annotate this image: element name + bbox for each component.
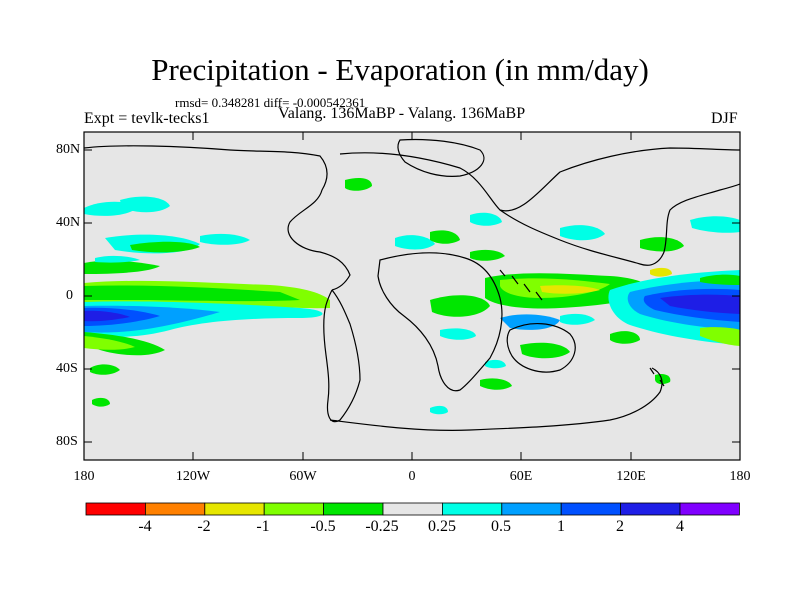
contour-band: [84, 310, 130, 322]
lon-label-180w: 180: [73, 469, 95, 484]
contour-band: [560, 225, 605, 241]
contour-band: [84, 285, 300, 302]
colorbar-label: 0.25: [428, 518, 456, 535]
coastline-north-america: [84, 145, 351, 291]
colorbar-label: -0.5: [310, 518, 336, 535]
contour-band: [650, 267, 672, 277]
colorbar-box: [85, 502, 146, 516]
contour-band: [430, 405, 448, 415]
lat-label-80s: 80S: [56, 434, 78, 449]
contour-band: [470, 249, 505, 261]
colorbar-box: [679, 502, 740, 516]
colorbar-box: [323, 502, 384, 516]
contour-band: [700, 327, 740, 346]
coastline-south-america: [323, 289, 361, 423]
contour-band: [90, 364, 120, 375]
experiment-label: Expt = tevlk-tecks1: [84, 110, 210, 127]
contour-band: [84, 260, 160, 274]
contour-band: [84, 336, 135, 350]
contour-band: [640, 237, 684, 252]
contour-band: [540, 285, 600, 294]
subtitle: Valang. 136MaBP - Valang. 136MaBP: [278, 105, 526, 122]
contour-band: [92, 397, 110, 407]
coastline-greenland: [397, 138, 485, 177]
contour-band: [95, 255, 140, 263]
contour-band: [655, 373, 671, 385]
colorbar-label: 1: [557, 518, 565, 535]
contour-band: [520, 342, 570, 359]
contour-band: [500, 314, 560, 330]
contour-band: [610, 331, 640, 344]
axis-ticks: [84, 132, 740, 460]
colorbar-box: [263, 502, 325, 516]
coastlines: [84, 138, 740, 431]
stats-text: rmsd= 0.348281 diff= -0.000542361: [175, 95, 366, 110]
coastline-south-asia: [499, 183, 740, 266]
colorbar-box: [441, 502, 503, 516]
contour-band: [485, 359, 506, 369]
contour-band: [120, 196, 170, 213]
colorbar-label: -0.25: [365, 518, 399, 535]
plot-title: Precipitation - Evaporation (in mm/day): [151, 52, 649, 87]
contour-band: [430, 230, 460, 244]
contour-band: [560, 313, 595, 325]
colorbar-label: -1: [256, 518, 270, 535]
lon-label-120w: 120W: [175, 469, 211, 484]
lon-label-0: 0: [408, 469, 416, 484]
colorbar-box: [144, 502, 206, 516]
colorbar-label: -2: [197, 518, 211, 535]
contour-band: [345, 178, 372, 191]
contour-band: [395, 235, 435, 250]
lat-label-0: 0: [66, 288, 73, 303]
contour-band: [430, 295, 490, 317]
colorbar-label: 0.5: [491, 518, 511, 535]
coastline-africa: [377, 252, 503, 392]
contour-band: [470, 212, 502, 226]
coastline-eurasia: [339, 147, 740, 212]
lon-label-60w: 60W: [289, 469, 317, 484]
colorbar: [85, 502, 740, 516]
colorbar-label: 2: [616, 518, 624, 535]
lon-label-60e: 60E: [509, 469, 533, 484]
coastline-islands: [499, 269, 665, 387]
colorbar-label: 4: [676, 518, 684, 535]
lat-label-80n: 80N: [56, 142, 81, 157]
colorbar-box: [560, 502, 622, 516]
season-label: DJF: [711, 110, 738, 127]
colorbar-box: [501, 502, 562, 516]
lat-label-40s: 40S: [56, 361, 78, 376]
colorbar-box: [620, 502, 681, 516]
contour-band: [440, 328, 476, 340]
contour-band: [700, 274, 740, 285]
coastline-australia-india: [506, 323, 576, 373]
contour-band: [480, 378, 512, 390]
colorbar-label: -4: [138, 518, 152, 535]
contour-band: [130, 241, 200, 253]
contour-band: [690, 216, 740, 233]
colorbar-box: [204, 502, 265, 516]
coastline-antarctica: [329, 367, 663, 431]
lat-label-40n: 40N: [56, 215, 81, 230]
field-contours: [84, 178, 740, 415]
lon-label-180e: 180: [729, 469, 751, 484]
contour-band: [660, 294, 740, 314]
colorbar-box: [382, 502, 443, 516]
contour-band: [200, 233, 250, 245]
lon-label-120e: 120E: [616, 469, 646, 484]
